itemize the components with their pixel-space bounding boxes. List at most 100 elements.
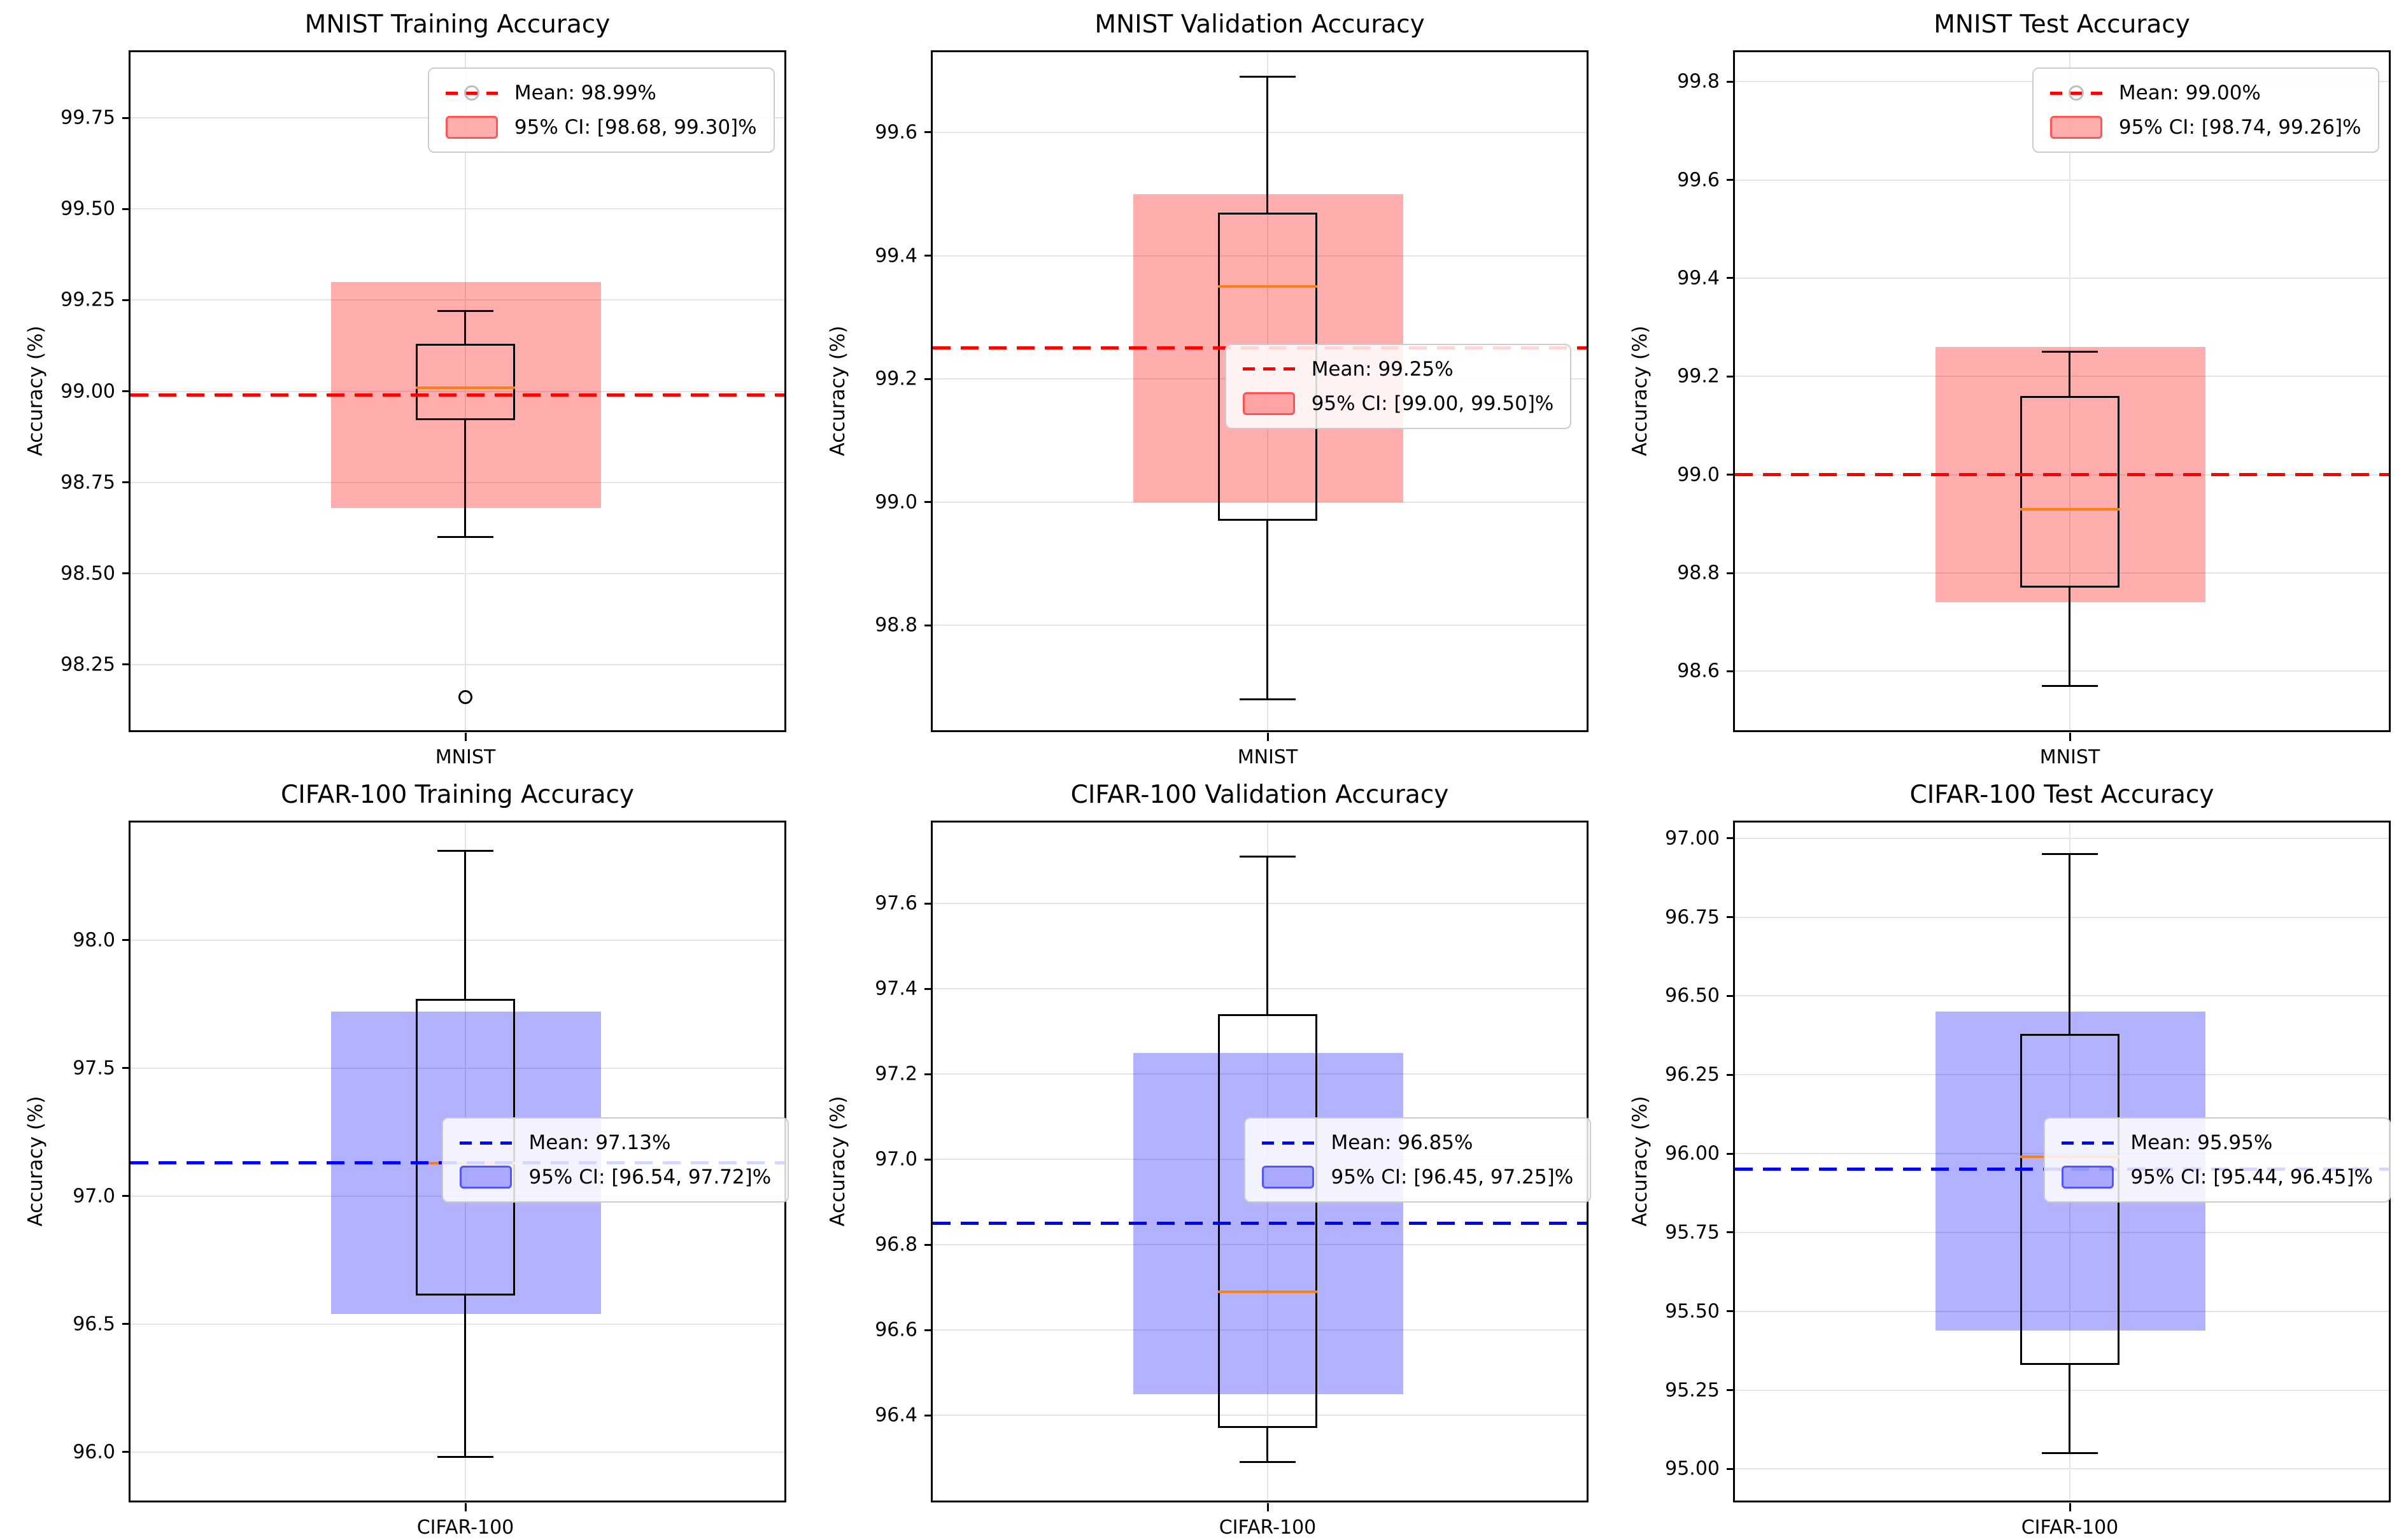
whisker-cap-bottom [2041,1452,2098,1455]
y-tick-mark [1727,1467,1735,1470]
gridline-horizontal [933,501,1587,503]
gridline-horizontal [933,255,1587,257]
legend-entry-ci: 95% CI: [96.45, 97.25]% [1262,1166,1573,1189]
y-tick-mark [1727,474,1735,476]
gridline-horizontal [131,208,784,210]
y-tick-label: 96.4 [875,1404,917,1427]
legend: Mean: 97.13% 95% CI: [96.54, 97.72]% [442,1117,789,1203]
y-tick-mark [924,378,933,380]
x-tick-label: CIFAR-100 [416,1516,514,1539]
gridline-horizontal [1735,916,2389,918]
subplot-cifar100-test: CIFAR-100 Test Accuracy Accuracy (%) Mea… [1604,770,2406,1540]
y-tick-label: 99.8 [1677,70,1720,93]
gridline-horizontal [131,939,784,941]
gridline-horizontal [1735,277,2389,279]
y-tick-label: 99.2 [875,367,917,390]
gridline-horizontal [933,1415,1587,1416]
y-axis-label: Accuracy (%) [826,1096,849,1227]
whisker-cap-top [1239,856,1296,858]
legend-entry-ci: 95% CI: [96.54, 97.72]% [460,1166,771,1189]
gridline-horizontal [1735,837,2389,839]
ci-swatch [445,116,498,139]
y-tick-mark [122,1067,131,1070]
y-tick-label: 95.00 [1665,1457,1720,1480]
mean-line [131,393,784,397]
y-tick-mark [924,1073,933,1075]
y-axis-label: Accuracy (%) [1629,1096,1652,1227]
y-tick-mark [122,390,131,392]
y-tick-mark [924,1243,933,1246]
legend-ci-label: 95% CI: [95.44, 96.45]% [2130,1166,2374,1189]
y-tick-label: 95.50 [1665,1300,1720,1323]
y-tick-mark [122,299,131,301]
x-tick-mark [465,1503,467,1511]
plot-area: Mean: 95.95% 95% CI: [95.44, 96.45]% 95.… [1665,821,2391,1502]
plot-title: MNIST Test Accuracy [1934,10,2190,39]
x-tick-label: MNIST [435,746,496,768]
gridline-horizontal [933,903,1587,905]
y-tick-mark [924,255,933,257]
y-tick-mark [1727,670,1735,672]
y-tick-label: 99.6 [1677,169,1720,192]
plot-title: CIFAR-100 Test Accuracy [1909,781,2214,809]
legend: Mean: 98.99% 95% CI: [98.68, 99.30]% [427,67,775,153]
whisker-upper [1266,76,1269,213]
y-tick-label: 98.0 [73,929,115,952]
y-tick-mark [122,572,131,575]
ci-swatch [460,1166,513,1189]
gridline-horizontal [933,988,1587,990]
gridline-horizontal [131,390,784,392]
y-tick-mark [1727,80,1735,83]
y-tick-mark [924,1158,933,1161]
y-tick-mark [1727,179,1735,181]
y-tick-mark [1727,375,1735,378]
gridline-horizontal [1735,376,2389,378]
whisker-lower [2069,588,2071,686]
gridline-horizontal [933,1244,1587,1246]
ci-swatch [1262,1166,1315,1189]
legend-ci-label: 95% CI: [98.68, 99.30]% [514,116,757,139]
y-tick-label: 96.75 [1665,906,1720,929]
y-tick-label: 99.75 [60,106,115,129]
legend-ci-label: 95% CI: [96.45, 97.25]% [1331,1166,1574,1189]
subplot-cifar100-validation: CIFAR-100 Validation Accuracy Accuracy (… [802,770,1604,1540]
gridline-horizontal [131,663,784,665]
y-tick-mark [122,1323,131,1325]
y-tick-label: 98.75 [60,471,115,494]
iqr-box [1217,1014,1317,1429]
y-tick-label: 97.00 [1665,827,1720,850]
y-tick-mark [924,624,933,626]
y-tick-mark [122,1451,131,1453]
y-tick-label: 97.2 [875,1063,917,1085]
legend-ci-label: 95% CI: [99.00, 99.50]% [1311,392,1554,415]
median-line [1217,1290,1317,1293]
whisker-cap-bottom [2041,685,2098,688]
marker-circle-icon [464,85,479,101]
legend: Mean: 99.25% 95% CI: [99.00, 99.50]% [1224,343,1572,429]
gridline-horizontal [1735,1389,2389,1391]
plot-title: CIFAR-100 Training Accuracy [280,781,635,809]
mean-dash-sample [1262,1141,1315,1145]
whisker-lower [464,420,467,537]
mean-dash-sample [460,1141,513,1145]
whisker-cap-bottom [437,1456,493,1459]
plot-area: Mean: 98.99% 95% CI: [98.68, 99.30]% 98.… [60,50,786,732]
y-tick-label: 97.4 [875,977,917,1000]
y-tick-mark [924,501,933,504]
y-tick-mark [924,1329,933,1331]
legend: Mean: 95.95% 95% CI: [95.44, 96.45]% [2044,1117,2391,1203]
subplot-mnist-validation: MNIST Validation Accuracy Accuracy (%) M… [802,0,1604,770]
y-tick-mark [122,481,131,484]
whisker-lower [2069,1365,2071,1453]
whisker-upper [464,311,467,344]
y-tick-label: 95.25 [1665,1379,1720,1402]
subplot-mnist-training: MNIST Training Accuracy Accuracy (%) Mea… [0,0,802,770]
ci-swatch [2062,1166,2114,1189]
ci-swatch [2049,116,2102,139]
legend: Mean: 99.00% 95% CI: [98.74, 99.26]% [2032,67,2379,153]
mean-dash-sample [2049,85,2102,101]
y-tick-label: 97.6 [875,892,917,915]
plot-title: CIFAR-100 Validation Accuracy [1070,781,1449,809]
ci-swatch [1242,392,1295,415]
x-tick-mark [1267,733,1269,741]
